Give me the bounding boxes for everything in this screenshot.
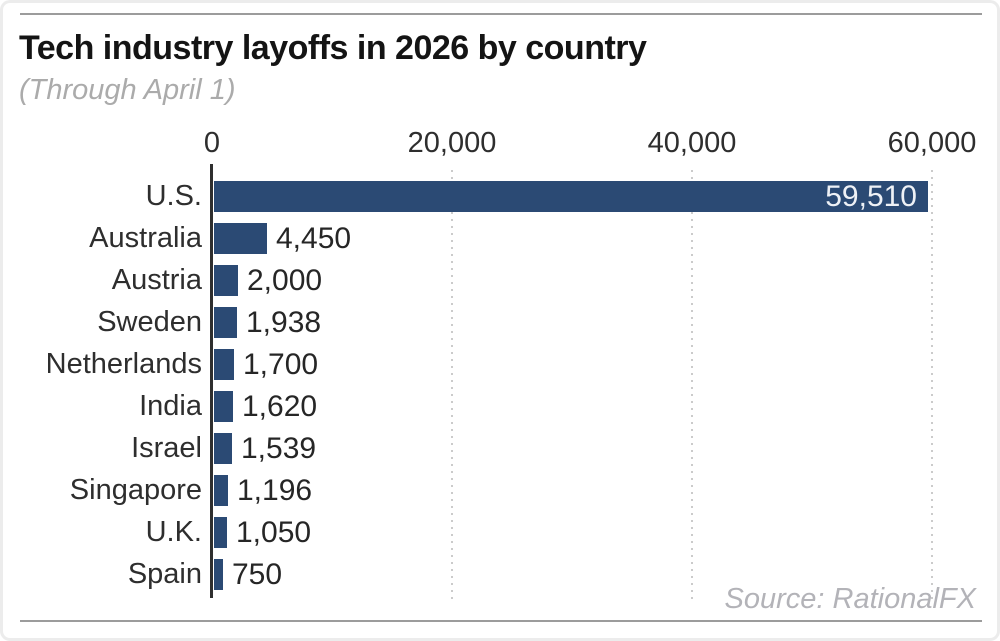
category-label: Singapore xyxy=(69,474,202,506)
category-label: Austria xyxy=(111,264,202,296)
bar xyxy=(214,349,234,380)
x-tick-label: 0 xyxy=(203,127,221,159)
gridline-20000 xyxy=(451,170,453,602)
category-label: Australia xyxy=(89,222,202,254)
bar xyxy=(214,433,232,464)
value-label: 1,196 xyxy=(237,474,313,507)
bottom-rule xyxy=(20,620,982,622)
value-label: 1,539 xyxy=(241,432,317,465)
bar xyxy=(214,559,223,590)
category-label: Israel xyxy=(131,432,202,464)
bar xyxy=(214,265,238,296)
top-rule xyxy=(20,13,982,15)
value-label: 1,700 xyxy=(243,348,319,381)
gridline-40000 xyxy=(691,170,693,602)
value-label: 59,510 xyxy=(825,180,917,213)
category-label: U.S. xyxy=(145,180,202,212)
value-label: 1,050 xyxy=(236,516,312,549)
y-axis-line xyxy=(210,164,213,598)
chart-title: Tech industry layoffs in 2026 by country xyxy=(19,29,647,67)
value-label: 1,938 xyxy=(246,306,322,339)
x-tick-label: 20,000 xyxy=(407,127,497,159)
bar xyxy=(214,181,928,212)
gridline-60000 xyxy=(931,170,933,602)
value-label: 2,000 xyxy=(247,264,323,297)
value-label: 750 xyxy=(232,558,283,591)
value-label: 1,620 xyxy=(242,390,318,423)
bar xyxy=(214,391,233,422)
chart-subtitle: (Through April 1) xyxy=(19,74,236,106)
x-tick-label: 40,000 xyxy=(647,127,737,159)
category-label: Netherlands xyxy=(45,348,202,380)
source-note: Source: RationalFX xyxy=(724,583,976,615)
x-tick-label: 60,000 xyxy=(887,127,977,159)
bar xyxy=(214,223,267,254)
value-label: 4,450 xyxy=(276,222,352,255)
category-label: India xyxy=(139,390,202,422)
bar xyxy=(214,517,227,548)
category-label: U.K. xyxy=(145,516,202,548)
category-label: Sweden xyxy=(97,306,202,338)
bar xyxy=(214,475,228,506)
bar xyxy=(214,307,237,338)
category-label: Spain xyxy=(127,558,202,590)
